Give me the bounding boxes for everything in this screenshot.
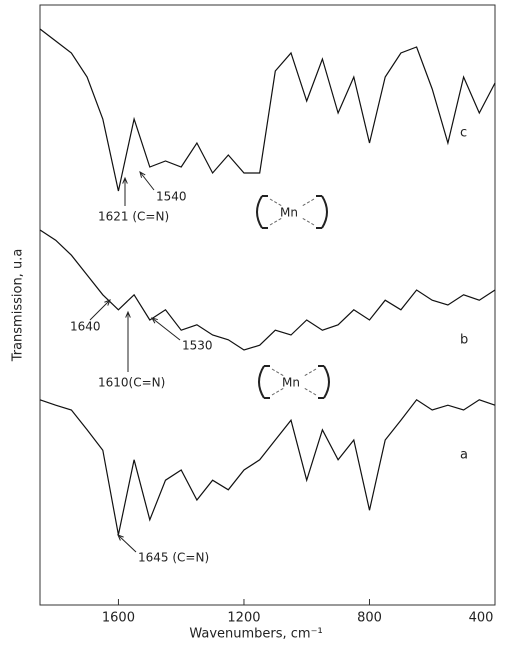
x-tick-label: 1600 xyxy=(102,611,135,626)
annotation-arrow xyxy=(89,299,111,321)
mn-complex-icon xyxy=(256,195,330,399)
arrow-head xyxy=(104,299,111,306)
x-tick-label: 800 xyxy=(357,611,382,626)
annotation: 1621 (C=N) xyxy=(98,210,169,224)
spectrum-line xyxy=(39,229,496,351)
spectrum-line xyxy=(39,398,496,535)
annotation: 1540 xyxy=(156,190,187,204)
annotation-arrow xyxy=(117,534,137,553)
arrow-head xyxy=(117,534,124,541)
y-axis-title: Transmission, u.a xyxy=(11,249,26,363)
arrow-head xyxy=(150,317,158,324)
arrow-head xyxy=(125,310,131,318)
mn-complex-arms xyxy=(269,198,317,396)
arrow-head xyxy=(122,176,128,184)
annotation: 1645 (C=N) xyxy=(138,551,209,565)
series-label: b xyxy=(460,333,468,348)
annotation: 1610(C=N) xyxy=(98,376,165,390)
arrow-head xyxy=(139,170,146,178)
plot-frame xyxy=(39,4,496,606)
x-tick-label: 1200 xyxy=(227,611,260,626)
series-label: a xyxy=(460,448,468,463)
annotation: Mn xyxy=(280,206,298,220)
annotation-arrow xyxy=(139,171,155,191)
annotation: 1530 xyxy=(182,339,213,353)
series-label: c xyxy=(460,126,467,141)
spectrum-line xyxy=(39,28,496,192)
annotation: Mn xyxy=(282,376,300,390)
annotation-arrow xyxy=(151,317,181,341)
x-axis-title: Wavenumbers, cm⁻¹ xyxy=(189,627,322,642)
annotation: 1640 xyxy=(70,320,101,334)
x-tick-label: 400 xyxy=(469,611,494,626)
